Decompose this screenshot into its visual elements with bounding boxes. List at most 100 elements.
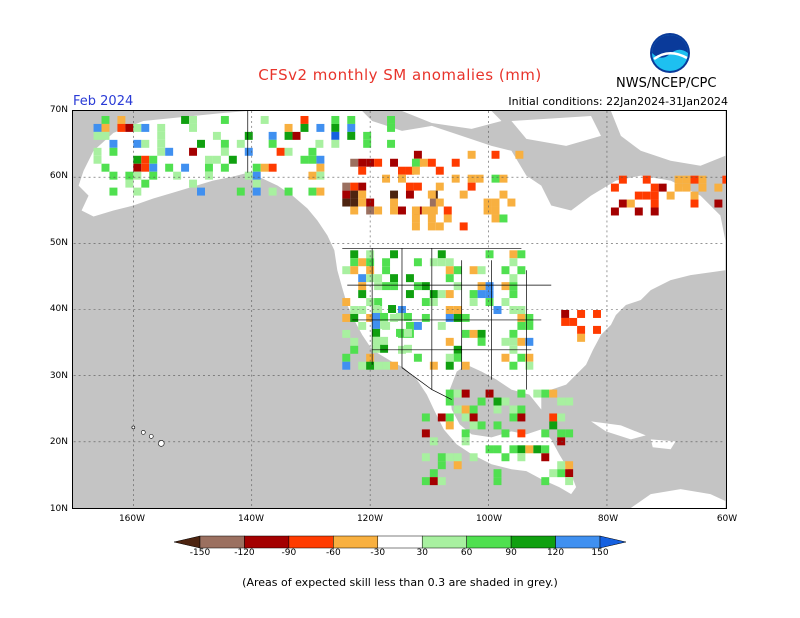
anomaly-cell <box>413 282 422 291</box>
anomaly-cell <box>427 190 436 199</box>
anomaly-cell <box>300 155 309 164</box>
anomaly-cell <box>517 353 526 362</box>
anomaly-cell <box>358 321 367 330</box>
anomaly-cell <box>461 389 470 398</box>
anomaly-cell <box>493 421 502 430</box>
anomaly-cell <box>429 290 438 299</box>
anomaly-cell <box>390 206 399 215</box>
anomaly-cell <box>541 477 550 486</box>
anomaly-cell <box>350 182 359 191</box>
anomaly-cell <box>380 312 389 321</box>
forecast-month: Feb 2024 <box>73 94 134 109</box>
anomaly-cell <box>453 353 462 362</box>
anomaly-cell <box>358 258 367 267</box>
anomaly-cell <box>372 344 381 353</box>
anomaly-cell <box>517 321 526 330</box>
anomaly-cell <box>469 413 478 422</box>
anomaly-cell <box>396 328 404 337</box>
anomaly-cell <box>461 329 470 338</box>
anomaly-cell <box>260 163 269 172</box>
anomaly-cell <box>236 139 245 148</box>
anomaly-cell <box>284 147 293 156</box>
anomaly-cell <box>358 166 367 175</box>
anomaly-cell <box>445 389 454 398</box>
anomaly-cell <box>501 266 510 275</box>
anomaly-cell <box>398 206 406 215</box>
anomaly-cell <box>561 317 570 326</box>
anomaly-cell <box>411 206 420 215</box>
legend-tick-label: -30 <box>370 548 386 558</box>
anomaly-cell <box>109 171 118 180</box>
anomaly-cell <box>133 123 142 132</box>
anomaly-cell <box>220 163 229 172</box>
anomaly-cell <box>722 175 726 184</box>
anomaly-cell <box>517 413 526 422</box>
anomaly-cell <box>561 309 570 318</box>
noaa-logo-icon <box>650 33 690 73</box>
initial-conditions: Initial conditions: 22Jan2024-31Jan2024 <box>508 95 728 108</box>
anomaly-cell <box>149 155 158 164</box>
anomaly-cell <box>372 336 381 345</box>
anomaly-cell <box>453 389 462 398</box>
anomaly-cell <box>133 171 142 180</box>
anomaly-cell <box>690 191 699 200</box>
anomaly-cell <box>342 198 351 207</box>
anomaly-cell <box>642 175 651 184</box>
anomaly-cell <box>380 320 389 329</box>
anomaly-cell <box>220 139 229 148</box>
anomaly-cell <box>374 274 383 283</box>
map-title: CFSv2 monthly SM anomalies (mm) <box>258 66 542 84</box>
anomaly-cell <box>181 115 190 124</box>
anomaly-cell <box>342 329 351 338</box>
anomaly-cell <box>421 413 430 422</box>
anomaly-cell <box>347 123 356 132</box>
anomaly-cell <box>501 298 510 307</box>
anomaly-cell <box>650 183 659 192</box>
anomaly-cell <box>390 190 399 199</box>
anomaly-cell <box>451 174 460 183</box>
anomaly-cell <box>549 389 558 398</box>
anomaly-cell <box>469 298 478 307</box>
anomaly-cell <box>390 361 399 370</box>
anomaly-cell <box>382 258 391 267</box>
anomaly-cell <box>557 413 566 422</box>
anomaly-cell <box>525 321 534 330</box>
anomaly-cell <box>501 429 510 438</box>
anomaly-cell <box>316 163 325 172</box>
anomaly-cell <box>541 429 550 438</box>
anomaly-cell <box>358 158 367 167</box>
anomaly-cell <box>374 206 383 215</box>
anomaly-cell <box>366 313 375 322</box>
anomaly-cell <box>372 328 381 337</box>
anomaly-cell <box>429 477 438 486</box>
anomaly-cell <box>429 469 438 478</box>
anomaly-cell <box>469 329 478 338</box>
anomaly-cell <box>714 183 723 192</box>
anomaly-cell <box>467 174 476 183</box>
anomaly-cell <box>577 333 586 342</box>
anomaly-cell <box>149 171 158 180</box>
anomaly-cell <box>445 290 454 299</box>
anomaly-cell <box>366 353 375 362</box>
lon-label-160w: 160W <box>118 514 146 524</box>
legend-tick-label: -90 <box>281 548 297 558</box>
anomaly-cell <box>557 429 566 438</box>
anomaly-cell <box>714 199 723 208</box>
anomaly-cell <box>300 115 309 124</box>
anomaly-cell <box>610 183 619 192</box>
anomaly-cell <box>509 405 518 414</box>
anomaly-cell <box>565 469 574 478</box>
anomaly-cell <box>453 266 462 275</box>
anomaly-cell <box>445 337 454 346</box>
anomaly-cell <box>109 139 118 148</box>
anomaly-cell <box>244 131 253 140</box>
anomaly-cell <box>268 131 277 140</box>
anomaly-cell <box>165 147 174 156</box>
anomaly-cell <box>557 461 566 470</box>
anomaly-cell <box>403 328 412 337</box>
anomaly-cell <box>204 163 213 172</box>
lon-label-80w: 80W <box>597 514 619 524</box>
anomaly-cell <box>445 353 454 362</box>
anomaly-cell <box>372 320 381 329</box>
